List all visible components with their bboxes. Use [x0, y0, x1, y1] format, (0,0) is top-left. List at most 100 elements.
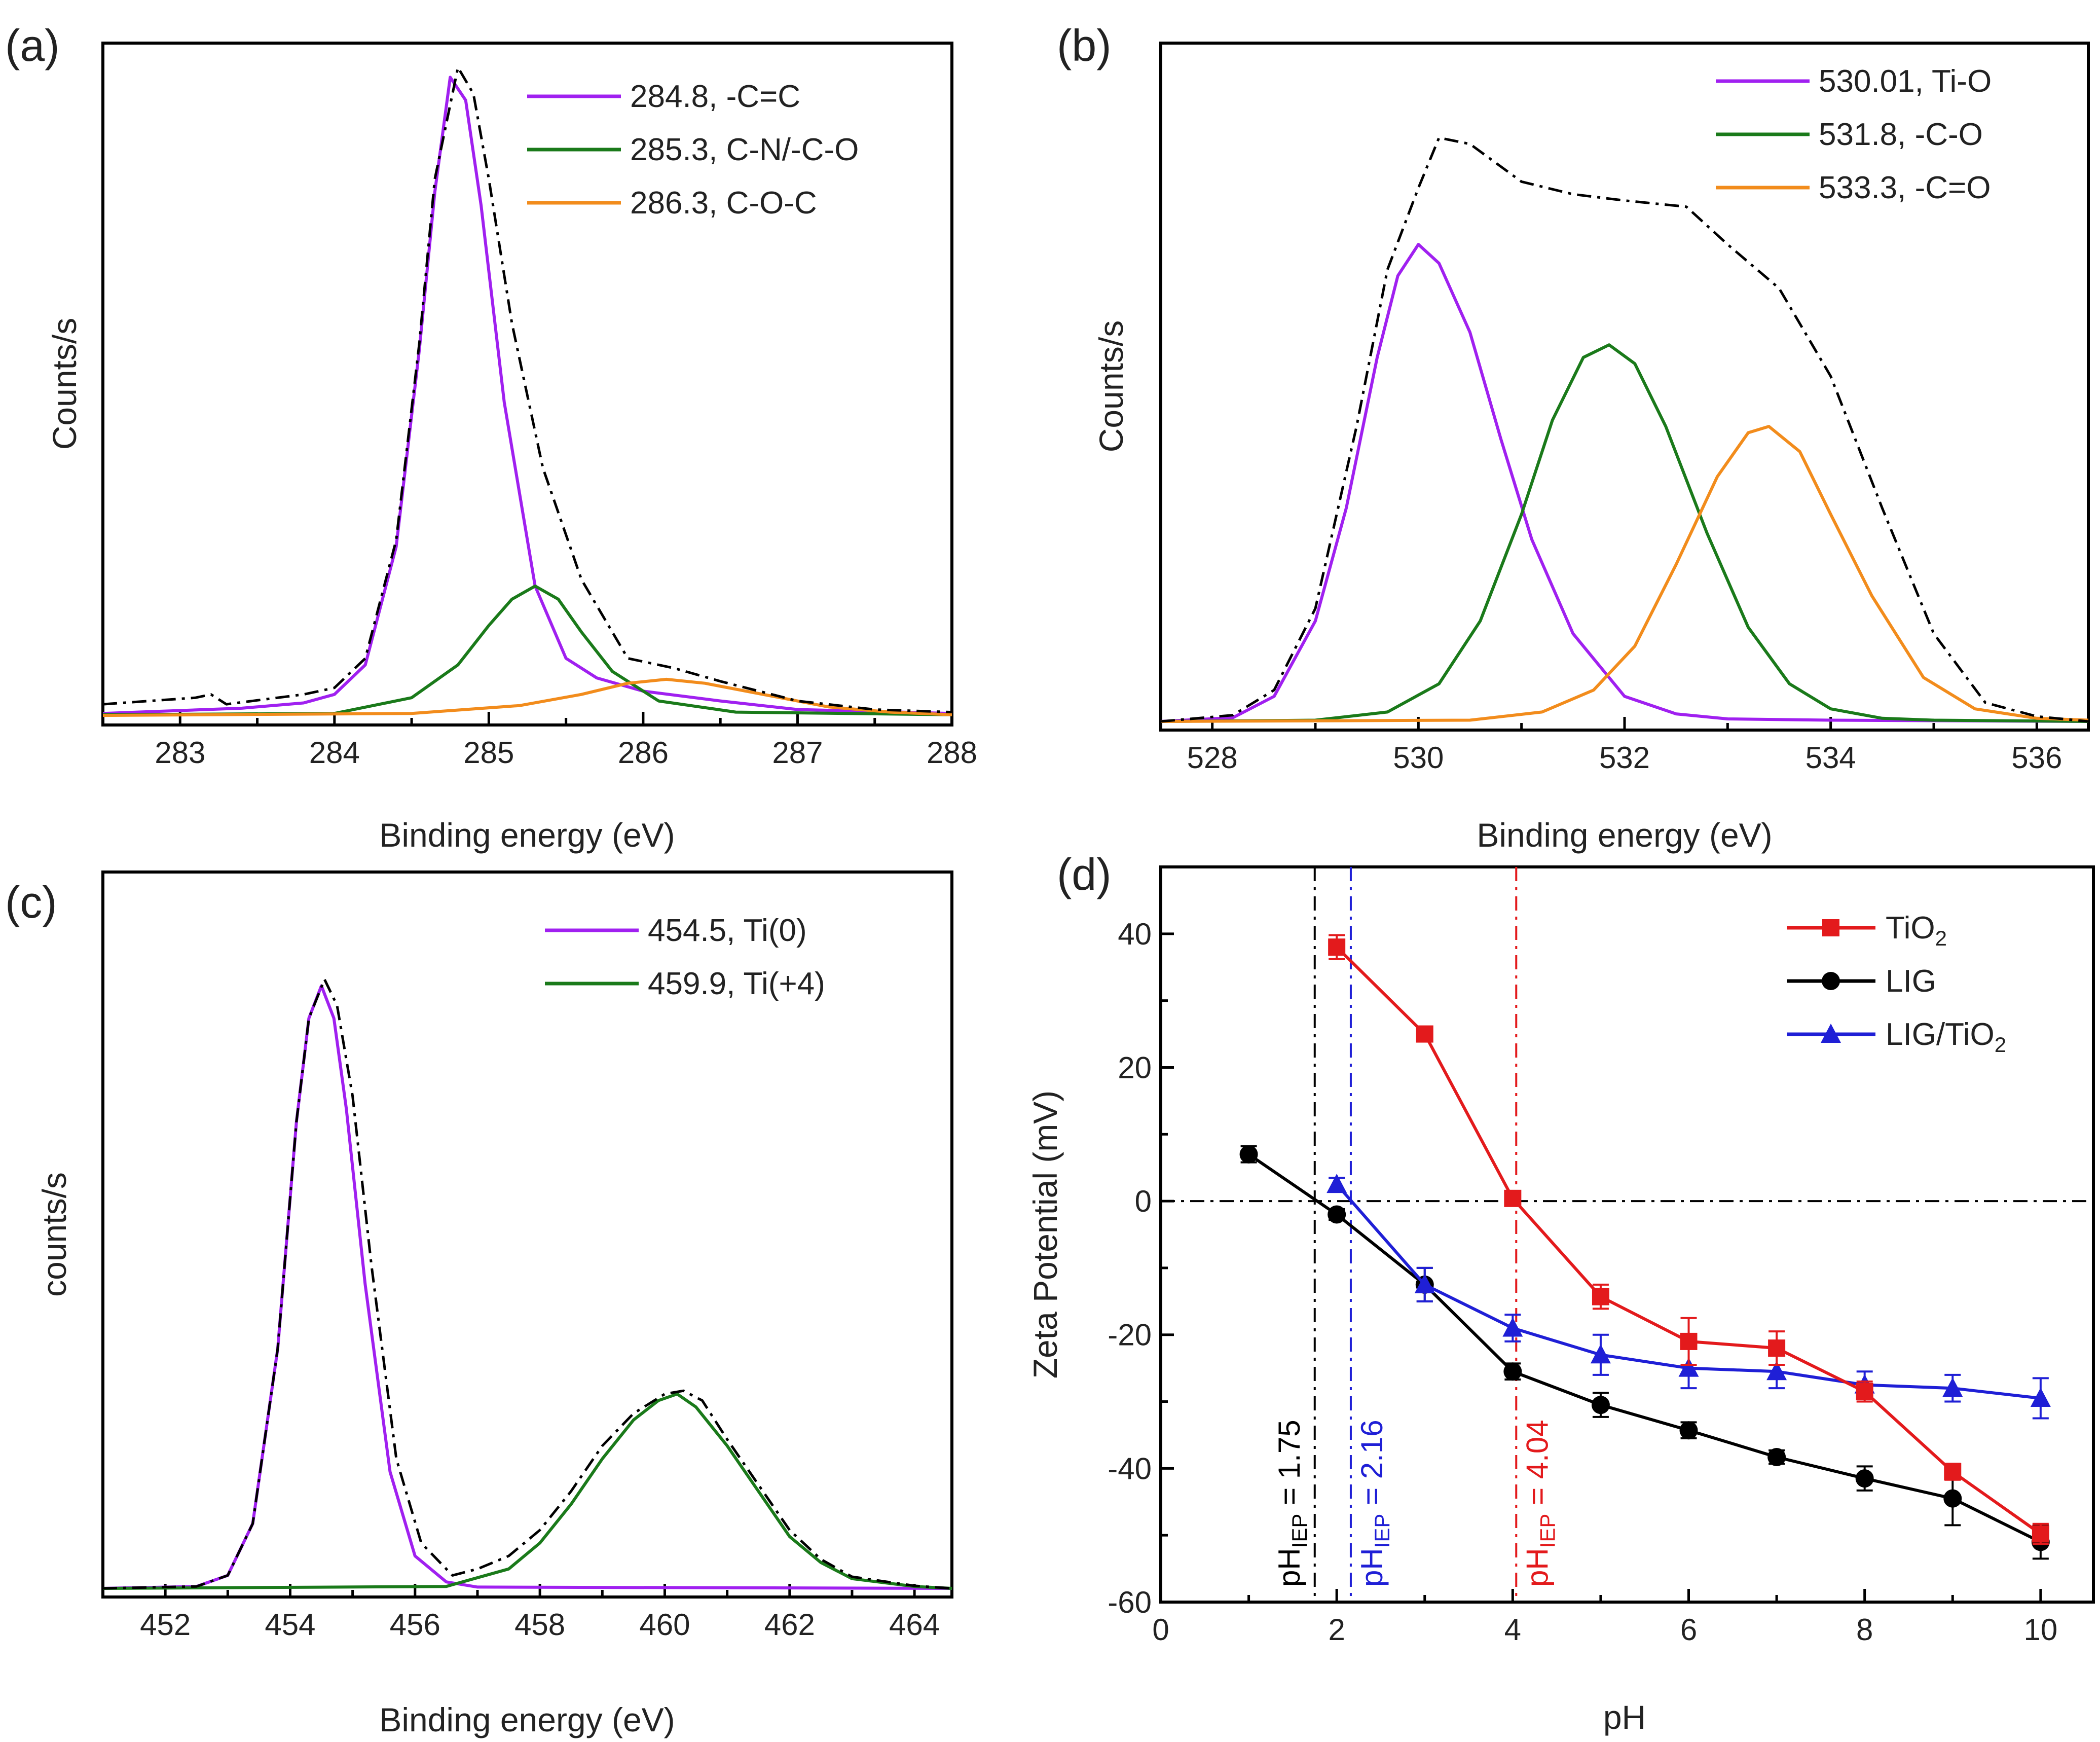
legend-label: 454.5, Ti(0) [648, 913, 807, 948]
data-point [1328, 938, 1346, 956]
y-tick-label: -60 [1108, 1585, 1152, 1619]
x-tick-label: 536 [2011, 741, 2062, 775]
x-tick-label: 6 [1680, 1613, 1697, 1647]
iep-label: pHIEP = 1.75 [1272, 1420, 1311, 1587]
x-tick-label: 283 [155, 736, 205, 770]
x-tick-label: 456 [390, 1608, 440, 1642]
x-tick-label: 458 [514, 1608, 565, 1642]
panel-d-frame [1159, 865, 2095, 1604]
data-point [1503, 1362, 1522, 1381]
series-line [1247, 1153, 2042, 1544]
fit-curve [102, 585, 952, 716]
x-tick-label: 530 [1393, 741, 1444, 775]
panel-a-legend: 284.8, -C=C 285.3, C-N/-C-O 286.3, C-O-C [527, 79, 859, 221]
data-point [1680, 1332, 1698, 1350]
data-point [1416, 1025, 1433, 1043]
legend-label: 531.8, -C-O [1819, 117, 1983, 152]
panel-c: (c) 452 454 456 458 460 462 464 454.5, Ti(0)45… [5, 870, 953, 1738]
panel-a-x-axis-label: Binding energy (eV) [379, 816, 675, 854]
panel-c-label: (c) [5, 877, 57, 927]
panel-d-y-axis-label: Zeta Potential (mV) [1026, 1091, 1064, 1379]
iep-label: pHIEP = 4.04 [1520, 1420, 1559, 1587]
envelope-curve [1160, 136, 2089, 723]
x-tick-label: 528 [1187, 741, 1238, 775]
panel-d-label: (d) [1057, 849, 1112, 899]
panel-d-legend: TiO2 LIG LIG/TiO2 [1787, 911, 2006, 1057]
panel-c-frame [101, 870, 953, 1599]
data-point [1768, 1339, 1786, 1357]
data-point [1239, 1145, 1258, 1164]
x-tick-label: 10 [2023, 1613, 2057, 1647]
data-point [1678, 1357, 1699, 1377]
data-point [1414, 1274, 1435, 1293]
legend-label: 533.3, -C=O [1819, 170, 1991, 205]
x-tick-label: 2 [1328, 1613, 1345, 1647]
panel-b-x-ticks: 528 530 532 534 536 [1187, 717, 2062, 775]
y-tick-label: 40 [1118, 917, 1152, 951]
data-point [1679, 1421, 1698, 1440]
panel-b-label: (b) [1057, 20, 1112, 70]
legend-label: 530.01, Ti-O [1819, 64, 1992, 99]
x-tick-label: 464 [889, 1608, 940, 1642]
panel-d-series [1239, 934, 2051, 1560]
panel-d-ticks: 0 2 4 6 8 10 -60 -40 -20 0 20 40 [1108, 865, 2057, 1647]
data-point [1504, 1189, 1522, 1207]
data-point [1943, 1489, 1962, 1508]
panel-a-curves [102, 66, 952, 717]
x-tick-label: 8 [1856, 1613, 1873, 1647]
x-tick-label: 452 [140, 1608, 191, 1642]
panel-c-y-axis-label: counts/s [35, 1172, 73, 1297]
x-tick-label: 286 [618, 736, 669, 770]
legend-label: 284.8, -C=C [630, 79, 800, 114]
data-point [1502, 1317, 1523, 1337]
x-tick-label: 534 [1806, 741, 1856, 775]
data-point [1592, 1288, 1609, 1305]
panel-a-frame [101, 42, 953, 727]
legend-marker [1822, 972, 1840, 990]
panel-b-x-axis-label: Binding energy (eV) [1477, 816, 1772, 854]
data-point [1766, 1361, 1787, 1381]
panel-a-label: (a) [5, 20, 60, 70]
data-point [1327, 1174, 1347, 1193]
data-point [1328, 1205, 1346, 1224]
legend-label: TiO2 [1886, 911, 1947, 950]
x-tick-label: 454 [265, 1608, 315, 1642]
x-tick-label: 287 [772, 736, 823, 770]
panel-d-x-axis-label: pH [1603, 1698, 1646, 1736]
data-point [1591, 1396, 1610, 1414]
panel-a: (a) 283 284 285 286 287 288 284.8, -C=C 285.3,… [5, 20, 977, 854]
y-tick-label: 0 [1135, 1184, 1152, 1218]
x-tick-label: 532 [1599, 741, 1650, 775]
data-point [1767, 1447, 1786, 1466]
fit-curve [1160, 425, 2089, 723]
panel-b: (b) 528 530 532 534 536 530.01, Ti-O 531.8, -… [1057, 20, 2090, 854]
envelope-curve [102, 978, 952, 1590]
legend-marker [1822, 919, 1839, 936]
legend-label: 459.9, Ti(+4) [648, 966, 825, 1001]
y-tick-label: 20 [1118, 1050, 1152, 1084]
x-tick-label: 288 [927, 736, 977, 770]
legend-label: 285.3, C-N/-C-O [630, 132, 859, 167]
x-tick-label: 462 [764, 1608, 815, 1642]
fit-curve [102, 677, 952, 717]
y-tick-label: -40 [1108, 1451, 1152, 1485]
data-point [1590, 1344, 1611, 1364]
legend-label: 286.3, C-O-C [630, 186, 817, 221]
data-point [1944, 1463, 1962, 1480]
fit-curve [102, 1392, 952, 1590]
panel-c-x-axis-label: Binding energy (eV) [379, 1701, 675, 1738]
data-point [1855, 1469, 1874, 1488]
x-tick-label: 285 [463, 736, 514, 770]
x-tick-label: 0 [1152, 1613, 1169, 1647]
panel-c-x-ticks: 452 454 456 458 460 462 464 [101, 1584, 940, 1642]
x-tick-label: 284 [309, 736, 360, 770]
y-tick-label: -20 [1108, 1318, 1152, 1352]
data-point [2030, 1387, 2051, 1407]
panel-c-legend: 454.5, Ti(0) 459.9, Ti(+4) [545, 913, 825, 1001]
x-tick-label: 460 [639, 1608, 690, 1642]
fit-curve [1160, 343, 2089, 723]
legend-marker [1821, 1024, 1841, 1043]
data-point [2032, 1525, 2049, 1543]
